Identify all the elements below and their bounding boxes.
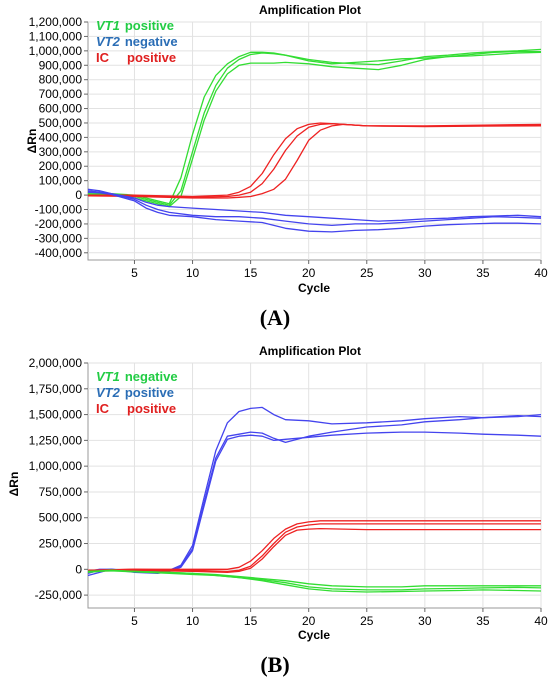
chart-a-series-line-1 bbox=[87, 48, 542, 205]
chart-a-ytick-label: 0 bbox=[75, 188, 82, 202]
chart-a-title: Amplification Plot bbox=[259, 3, 361, 17]
chart-b-legend-status: positive bbox=[127, 401, 176, 416]
chart-a-legend-target: VT1 bbox=[96, 18, 120, 33]
chart-b-ytick-label: 750,000 bbox=[39, 485, 83, 499]
chart-b-xtick-label: 40 bbox=[534, 614, 548, 628]
chart-a-ytick-label: 500,000 bbox=[39, 116, 83, 130]
chart-b-ytick-label: 2,000,000 bbox=[29, 356, 83, 370]
chart-a-series-line-7 bbox=[87, 188, 542, 222]
chart-b-ytick-label: 1,000,000 bbox=[29, 459, 83, 473]
chart-b-ytick-label: 1,500,000 bbox=[29, 408, 83, 422]
chart-a-ytick-label: 200,000 bbox=[39, 159, 83, 173]
chart-b-xtick-label: 30 bbox=[418, 614, 432, 628]
chart-a-legend-item: VT1 positive bbox=[96, 18, 174, 33]
chart-b-plot-area bbox=[87, 362, 542, 609]
chart-a-ytick-label: 800,000 bbox=[39, 73, 83, 87]
chart-a-ytick-label: -400,000 bbox=[35, 246, 83, 260]
chart-a-xtick-label: 30 bbox=[418, 266, 432, 280]
chart-a-ytick-label: -200,000 bbox=[35, 217, 83, 231]
chart-b-xtick-label: 20 bbox=[302, 614, 316, 628]
chart-a-series-line-3 bbox=[87, 50, 541, 208]
chart-b-series-line-4 bbox=[87, 520, 541, 571]
chart-b-series-line-9 bbox=[87, 570, 542, 593]
chart-a-legend: VT1 positive VT2 negative IC positive bbox=[96, 18, 178, 65]
chart-a-ytick-label: 1,000,000 bbox=[29, 44, 83, 58]
chart-b-xlabel: Cycle bbox=[298, 628, 330, 642]
chart-panel-a: Amplification Plot 1,200,0001,100,0001,0… bbox=[25, 3, 548, 295]
chart-b-series-line-8 bbox=[87, 569, 542, 591]
chart-b-ylabel: ΔRn bbox=[7, 472, 21, 497]
chart-a-ylabel: ΔRn bbox=[25, 129, 39, 154]
chart-a-xtick-label: 40 bbox=[534, 266, 548, 280]
chart-a-ytick-label: -300,000 bbox=[35, 231, 83, 245]
chart-b-xtick-label: 5 bbox=[131, 614, 138, 628]
chart-a-legend-status: negative bbox=[125, 34, 178, 49]
chart-a-legend-target: IC bbox=[96, 50, 110, 65]
chart-a-ytick-label: 100,000 bbox=[39, 174, 83, 188]
chart-b-legend-status: positive bbox=[125, 385, 174, 400]
chart-a-ytick-label: 400,000 bbox=[39, 130, 83, 144]
chart-b-legend: VT1 negative VT2 positive IC positive bbox=[96, 369, 178, 416]
panel-label-a: (A) bbox=[260, 305, 291, 330]
chart-a-xtick-label: 5 bbox=[131, 266, 138, 280]
chart-a-series-line-9 bbox=[87, 191, 542, 233]
chart-b-series-line-6 bbox=[87, 527, 541, 574]
chart-b-legend-item: VT2 positive bbox=[96, 385, 174, 400]
chart-a-ytick-label: 300,000 bbox=[39, 145, 83, 159]
chart-b-series-line-1 bbox=[87, 406, 542, 575]
chart-b-ytick-label: 1,250,000 bbox=[29, 433, 83, 447]
chart-b-xtick-label: 15 bbox=[244, 614, 258, 628]
chart-a-xtick-label: 35 bbox=[476, 266, 490, 280]
chart-a-xtick-label: 15 bbox=[244, 266, 258, 280]
chart-a-series-line-8 bbox=[87, 190, 542, 227]
chart-b-ytick-label: 250,000 bbox=[39, 537, 83, 551]
chart-a-xlabel: Cycle bbox=[298, 281, 330, 295]
chart-a-legend-status: positive bbox=[125, 18, 174, 33]
chart-b-title: Amplification Plot bbox=[259, 344, 361, 358]
chart-b-legend-target: IC bbox=[96, 401, 110, 416]
chart-b-series-line-5 bbox=[87, 523, 541, 573]
chart-b-ytick-label: 1,750,000 bbox=[29, 382, 83, 396]
chart-b-ytick-label: -250,000 bbox=[35, 588, 83, 602]
chart-a-legend-status: positive bbox=[127, 50, 176, 65]
chart-a-ytick-label: 600,000 bbox=[39, 102, 83, 116]
chart-a-ytick-label: 700,000 bbox=[39, 87, 83, 101]
chart-a-ytick-label: 1,200,000 bbox=[29, 15, 83, 29]
chart-b-xtick-label: 35 bbox=[476, 614, 490, 628]
chart-a-legend-item: VT2 negative bbox=[96, 34, 178, 49]
chart-b-legend-item: IC positive bbox=[96, 401, 176, 416]
chart-b-legend-item: VT1 negative bbox=[96, 369, 178, 384]
chart-b-xtick-label: 10 bbox=[186, 614, 200, 628]
chart-b-legend-target: VT1 bbox=[96, 369, 120, 384]
chart-b-xtick-label: 25 bbox=[360, 614, 374, 628]
chart-a-xtick-label: 10 bbox=[186, 266, 200, 280]
chart-a-ytick-label: 900,000 bbox=[39, 58, 83, 72]
chart-a-ytick-label: -100,000 bbox=[35, 203, 83, 217]
chart-a-series-line-6 bbox=[87, 123, 542, 199]
chart-a-xtick-label: 20 bbox=[302, 266, 316, 280]
chart-panel-b: Amplification Plot 2,000,000 1,750,000 1,5… bbox=[7, 344, 548, 642]
chart-b-legend-status: negative bbox=[125, 369, 178, 384]
chart-a-legend-item: IC positive bbox=[96, 50, 176, 65]
chart-b-ytick-label: 500,000 bbox=[39, 511, 83, 525]
chart-a-legend-target: VT2 bbox=[96, 34, 121, 49]
chart-b-legend-target: VT2 bbox=[96, 385, 121, 400]
chart-a-ytick-label: 1,100,000 bbox=[29, 29, 83, 43]
chart-a-xtick-label: 25 bbox=[360, 266, 374, 280]
panel-label-b: (B) bbox=[260, 652, 289, 677]
chart-b-ytick-label: 0 bbox=[75, 562, 82, 576]
